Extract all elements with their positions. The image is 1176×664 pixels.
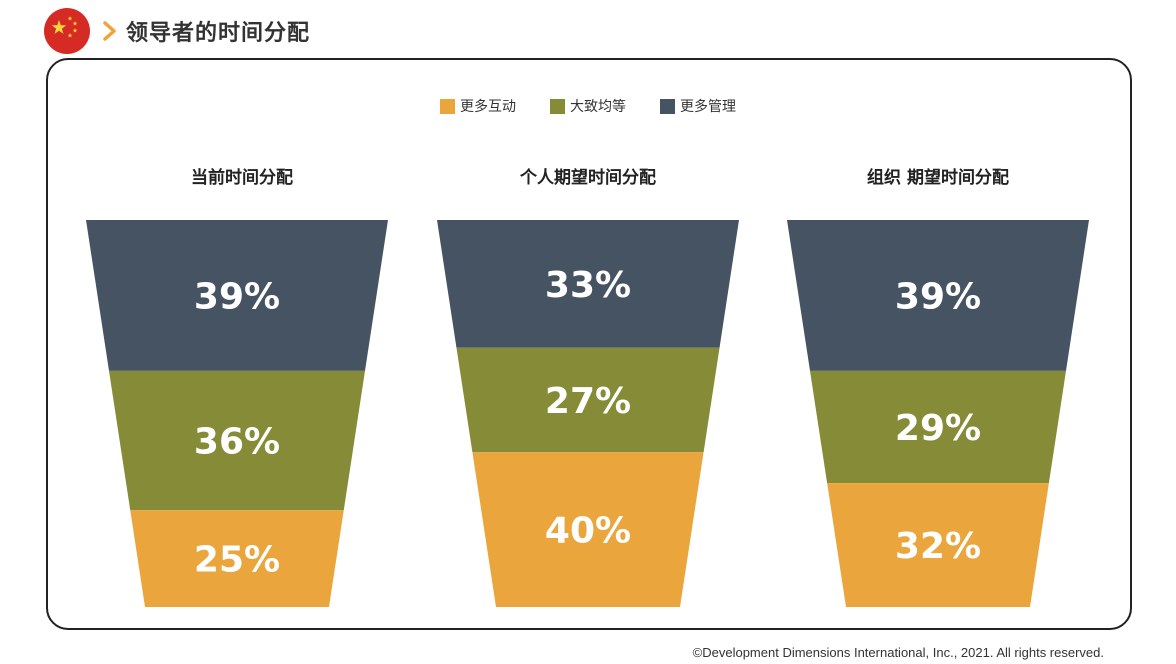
legend-swatch-balanced	[550, 98, 565, 114]
funnel-segment-organization-interaction	[827, 483, 1049, 607]
legend-swatch-management	[660, 98, 675, 114]
data-label-organization-balanced: 29%	[895, 408, 981, 449]
data-label-personal-management: 33%	[545, 265, 631, 306]
legend-label-interaction: 更多互动	[460, 99, 516, 115]
data-label-personal-balanced: 27%	[545, 381, 631, 422]
chart-title-organization: 组织 期望时间分配	[867, 168, 1009, 188]
funnel-segment-current-management	[86, 220, 388, 371]
funnel-segment-current-balanced	[109, 370, 365, 511]
copyright-footer: ©Development Dimensions International, I…	[692, 645, 1104, 660]
data-label-current-management: 39%	[194, 276, 280, 317]
data-label-organization-management: 39%	[895, 276, 981, 317]
page-title: 领导者的时间分配	[126, 21, 311, 46]
data-label-current-balanced: 36%	[194, 422, 280, 463]
funnel-segment-personal-interaction	[472, 452, 704, 607]
legend-item-interaction: 更多互动	[440, 96, 516, 116]
data-label-organization-interaction: 32%	[895, 526, 981, 567]
chart-title-personal: 个人期望时间分配	[520, 168, 656, 188]
legend-label-management: 更多管理	[680, 99, 736, 115]
legend-swatch-interaction	[440, 98, 455, 114]
legend-item-management: 更多管理	[660, 96, 736, 116]
page-header: 领导者的时间分配	[44, 8, 310, 54]
funnel-segment-personal-balanced	[456, 347, 720, 453]
data-label-current-interaction: 25%	[194, 540, 280, 581]
legend-item-balanced: 大致均等	[550, 96, 626, 116]
funnel-segment-current-interaction	[130, 510, 344, 607]
chevron-right-icon	[103, 21, 116, 41]
data-label-personal-interaction: 40%	[545, 511, 631, 552]
funnel-segment-organization-balanced	[810, 370, 1066, 484]
chart-title-current: 当前时间分配	[191, 168, 293, 188]
funnel-segment-organization-management	[787, 220, 1089, 371]
chart-legend: 更多互动 大致均等 更多管理	[0, 96, 1176, 116]
chart-panel	[46, 58, 1132, 630]
funnel-segment-personal-management	[437, 220, 739, 348]
china-flag-icon	[44, 8, 90, 54]
legend-label-balanced: 大致均等	[570, 99, 626, 115]
